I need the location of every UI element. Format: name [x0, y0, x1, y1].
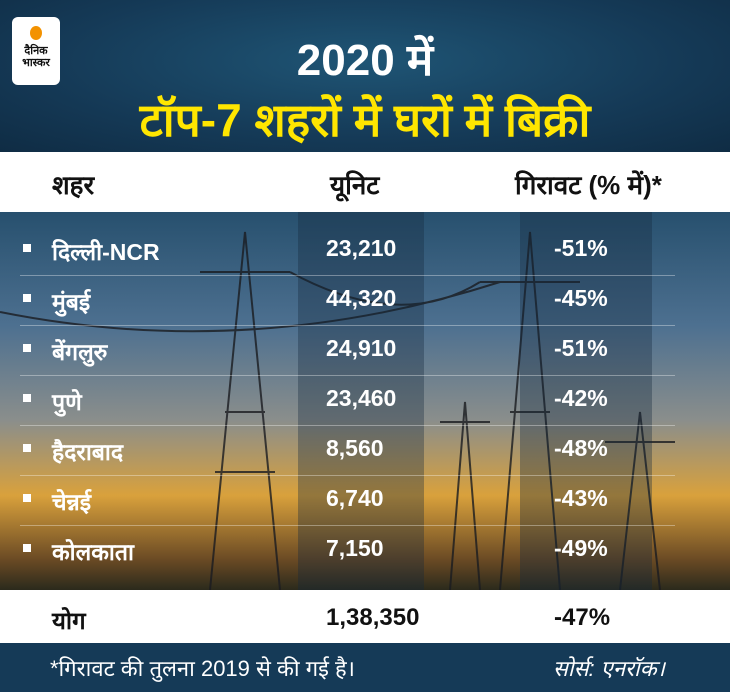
column-header-decline: गिरावट (% में)* — [515, 170, 662, 200]
bullet-icon — [23, 494, 31, 502]
title-line-2: टॉप-7 शहरों में घरों में बिक्री — [139, 94, 591, 146]
source: सोर्स: एनरॉक। — [553, 656, 665, 681]
column-header-city: शहर — [52, 170, 95, 200]
total-label: योग — [52, 608, 86, 635]
table-row: पुणे 23,460 -42% — [0, 376, 730, 426]
dainik-bhaskar-logo: दैनिक भास्कर — [12, 17, 60, 85]
bullet-icon — [23, 394, 31, 402]
row-divider — [20, 425, 675, 426]
table-row: हैदराबाद 8,560 -48% — [0, 426, 730, 476]
city-cell: पुणे — [52, 389, 82, 415]
decline-cell: -51% — [554, 335, 608, 361]
units-cell: 23,460 — [326, 385, 397, 411]
decline-cell: -48% — [554, 435, 608, 461]
units-cell: 44,320 — [326, 285, 397, 311]
city-cell: हैदराबाद — [52, 439, 124, 465]
units-column-shade — [298, 212, 424, 590]
row-divider — [20, 325, 675, 326]
decline-cell: -45% — [554, 285, 608, 311]
column-header-units: यूनिट — [330, 170, 380, 200]
row-divider — [20, 375, 675, 376]
total-row: योग 1,38,350 -47% — [0, 590, 730, 643]
bullet-icon — [23, 444, 31, 452]
sun-icon — [30, 26, 42, 40]
decline-cell: -42% — [554, 385, 608, 411]
units-cell: 6,740 — [326, 485, 384, 511]
table-row: कोलकाता 7,150 -49% — [0, 526, 730, 576]
units-cell: 23,210 — [326, 235, 397, 261]
table-row: बेंगलुरु 24,910 -51% — [0, 326, 730, 376]
units-cell: 24,910 — [326, 335, 397, 361]
decline-column-shade — [520, 212, 652, 590]
table-row: मुंबई 44,320 -45% — [0, 276, 730, 326]
city-cell: बेंगलुरु — [52, 339, 108, 365]
total-decline: -47% — [554, 604, 611, 631]
table-row: चेन्नई 6,740 -43% — [0, 476, 730, 526]
row-divider — [20, 475, 675, 476]
header: दैनिक भास्कर 2020 में टॉप-7 शहरों में घर… — [0, 0, 730, 152]
row-divider — [20, 525, 675, 526]
bullet-icon — [23, 244, 31, 252]
city-cell: कोलकाता — [52, 539, 134, 565]
logo-text: दैनिक भास्कर — [22, 45, 50, 69]
city-cell: दिल्ली-NCR — [52, 239, 160, 265]
title-line-1: 2020 में — [296, 36, 434, 85]
total-units: 1,38,350 — [326, 604, 420, 631]
decline-cell: -43% — [554, 485, 608, 511]
city-cell: चेन्नई — [52, 489, 92, 515]
bullet-icon — [23, 344, 31, 352]
footer: *गिरावट की तुलना 2019 से की गई है। सोर्स… — [0, 643, 730, 692]
decline-cell: -51% — [554, 235, 608, 261]
table-header: शहर यूनिट गिरावट (% में)* — [0, 152, 730, 212]
table-body: दिल्ली-NCR 23,210 -51% मुंबई 44,320 -45% बेंगल… — [0, 212, 730, 590]
units-cell: 7,150 — [326, 535, 384, 561]
table-row: दिल्ली-NCR 23,210 -51% — [0, 226, 730, 276]
bullet-icon — [23, 544, 31, 552]
bullet-icon — [23, 294, 31, 302]
row-divider — [20, 275, 675, 276]
power-pylons-background — [0, 231, 675, 590]
decline-cell: -49% — [554, 535, 608, 561]
footnote: *गिरावट की तुलना 2019 से की गई है। — [50, 656, 356, 681]
city-cell: मुंबई — [52, 289, 91, 315]
units-cell: 8,560 — [326, 435, 384, 461]
